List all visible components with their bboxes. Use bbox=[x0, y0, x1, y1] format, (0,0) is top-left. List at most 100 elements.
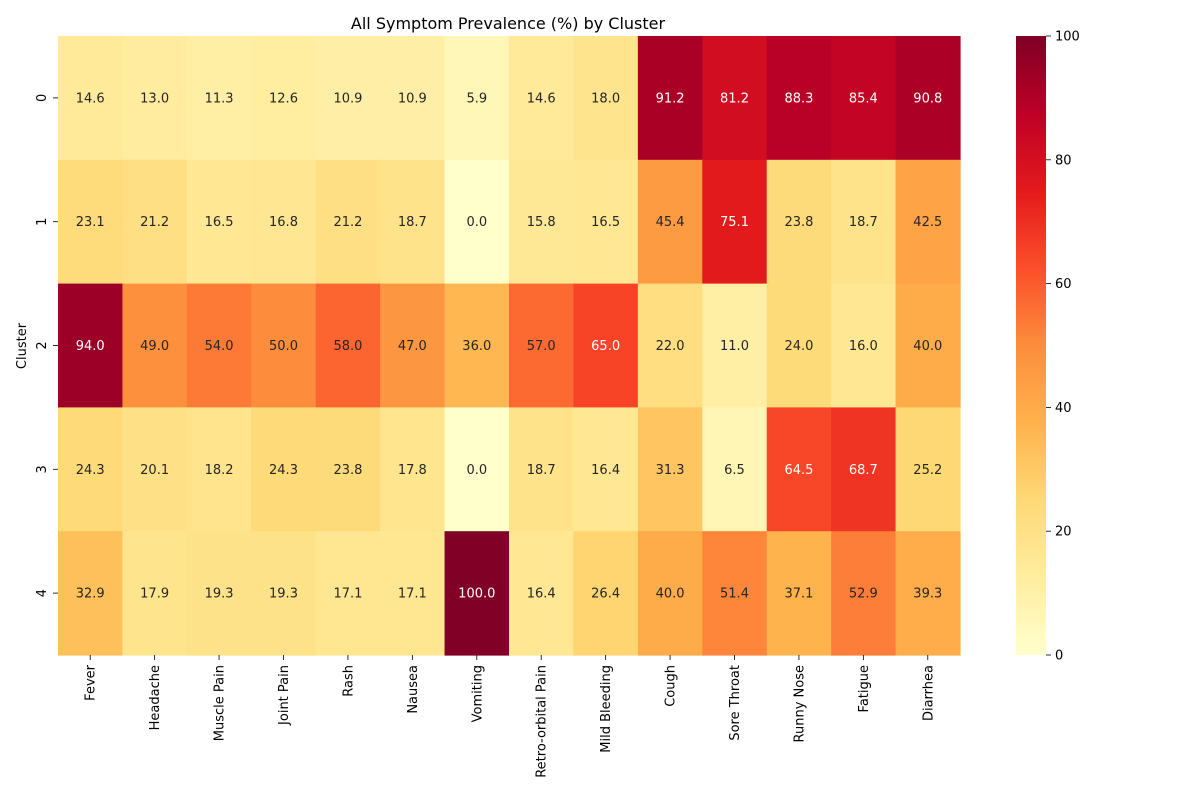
colorbar-tick-label: 60 bbox=[1055, 277, 1072, 292]
cell-value-label: 18.7 bbox=[398, 215, 427, 230]
cell-value-label: 75.1 bbox=[720, 215, 749, 230]
cell-value-label: 65.0 bbox=[591, 339, 620, 354]
cell-value-label: 21.2 bbox=[140, 215, 169, 230]
heatmap-cell bbox=[509, 407, 575, 532]
x-tick-label: Joint Pain bbox=[277, 665, 292, 726]
cell-value-label: 20.1 bbox=[140, 463, 169, 478]
heatmap-cells bbox=[58, 36, 961, 656]
cell-value-label: 40.0 bbox=[656, 587, 685, 602]
cell-value-label: 39.3 bbox=[913, 587, 942, 602]
heatmap-cell bbox=[831, 283, 897, 408]
heatmap-cell bbox=[122, 159, 188, 285]
cell-value-label: 51.4 bbox=[720, 587, 749, 602]
heatmap-cell bbox=[186, 407, 252, 532]
cell-value-label: 58.0 bbox=[333, 339, 362, 354]
cell-value-label: 47.0 bbox=[398, 339, 427, 354]
heatmap-cell bbox=[315, 407, 381, 532]
heatmap-cell bbox=[831, 36, 897, 161]
cell-value-label: 23.8 bbox=[333, 463, 362, 478]
heatmap-cell bbox=[122, 36, 188, 161]
x-tick-label: Headache bbox=[148, 665, 163, 730]
heatmap-cell bbox=[58, 159, 124, 285]
colorbar: 0 20 40 60 80 100 bbox=[1016, 30, 1080, 664]
cell-value-label: 45.4 bbox=[656, 215, 685, 230]
y-tick-label: 1 bbox=[35, 218, 50, 226]
heatmap-cell bbox=[509, 531, 575, 656]
heatmap-cell bbox=[702, 283, 768, 408]
heatmap-cell bbox=[573, 283, 639, 408]
x-tick-label: Mild Bleeding bbox=[599, 665, 614, 753]
x-tick-label: Rash bbox=[341, 665, 356, 697]
colorbar-tick-label: 0 bbox=[1055, 649, 1063, 664]
cell-value-label: 23.1 bbox=[76, 215, 105, 230]
heatmap-cell bbox=[315, 283, 381, 408]
cell-value-label: 11.0 bbox=[720, 339, 749, 354]
heatmap-cell bbox=[444, 531, 510, 656]
heatmap-cell bbox=[509, 283, 575, 408]
cell-value-label: 16.4 bbox=[591, 463, 620, 478]
cell-value-label: 68.7 bbox=[849, 463, 878, 478]
cell-value-label: 10.9 bbox=[333, 91, 362, 106]
heatmap-cell bbox=[766, 283, 832, 408]
heatmap-cell bbox=[186, 531, 252, 656]
heatmap-cell bbox=[573, 36, 639, 161]
cell-value-label: 32.9 bbox=[76, 587, 105, 602]
heatmap-cell bbox=[58, 36, 124, 161]
cell-value-label: 36.0 bbox=[462, 339, 491, 354]
heatmap-cell bbox=[895, 159, 961, 285]
heatmap-cell bbox=[186, 283, 252, 408]
cell-value-label: 85.4 bbox=[849, 91, 878, 106]
cell-value-label: 12.6 bbox=[269, 91, 298, 106]
cell-value-label: 40.0 bbox=[913, 339, 942, 354]
heatmap-cell bbox=[509, 36, 575, 161]
heatmap-cell bbox=[186, 36, 252, 161]
cell-value-label: 11.3 bbox=[205, 91, 234, 106]
cell-value-label: 91.2 bbox=[656, 91, 685, 106]
cell-value-label: 22.0 bbox=[656, 339, 685, 354]
heatmap-cell bbox=[766, 531, 832, 656]
heatmap-cell bbox=[831, 407, 897, 532]
colorbar-tick-label: 40 bbox=[1055, 401, 1072, 416]
cell-value-label: 81.2 bbox=[720, 91, 749, 106]
cell-annotations: 14.6 13.0 11.3 12.6 10.9 10.9 5.9 14.6 18.0 91.2 8… bbox=[76, 91, 943, 601]
cell-value-label: 25.2 bbox=[913, 463, 942, 478]
cell-value-label: 17.9 bbox=[140, 587, 169, 602]
heatmap-cell bbox=[702, 407, 768, 532]
heatmap-cell bbox=[444, 36, 510, 161]
heatmap-cell bbox=[380, 159, 446, 285]
heatmap-cell bbox=[380, 407, 446, 532]
cell-value-label: 6.5 bbox=[724, 463, 745, 478]
cell-value-label: 16.0 bbox=[849, 339, 878, 354]
cell-value-label: 90.8 bbox=[913, 91, 942, 106]
cell-value-label: 0.0 bbox=[466, 215, 487, 230]
cell-value-label: 100.0 bbox=[458, 587, 495, 602]
cell-value-label: 17.1 bbox=[333, 587, 362, 602]
y-axis-ticks: 0 1 2 3 4 bbox=[35, 94, 58, 597]
cell-value-label: 13.0 bbox=[140, 91, 169, 106]
cell-value-label: 18.7 bbox=[527, 463, 556, 478]
x-tick-label: Muscle Pain bbox=[213, 665, 228, 741]
cell-value-label: 18.7 bbox=[849, 215, 878, 230]
heatmap-cell bbox=[58, 283, 124, 408]
heatmap-cell bbox=[251, 283, 317, 408]
x-tick-label: Sore Throat bbox=[728, 665, 743, 741]
heatmap-cell bbox=[122, 407, 188, 532]
x-axis-ticks: Fever Headache Muscle Pain Joint Pain Rash Na… bbox=[84, 655, 936, 778]
heatmap-cell bbox=[702, 36, 768, 161]
heatmap-cell bbox=[444, 407, 510, 532]
cell-value-label: 50.0 bbox=[269, 339, 298, 354]
heatmap-cell bbox=[895, 36, 961, 161]
heatmap-cell bbox=[831, 159, 897, 285]
cell-value-label: 14.6 bbox=[527, 91, 556, 106]
cell-value-label: 17.1 bbox=[398, 587, 427, 602]
heatmap-cell bbox=[637, 36, 703, 161]
x-tick-label: Cough bbox=[664, 665, 679, 707]
cell-value-label: 10.9 bbox=[398, 91, 427, 106]
heatmap-cell bbox=[251, 36, 317, 161]
cell-value-label: 18.0 bbox=[591, 91, 620, 106]
colorbar-tick-label: 20 bbox=[1055, 525, 1072, 540]
cell-value-label: 49.0 bbox=[140, 339, 169, 354]
heatmap-cell bbox=[444, 283, 510, 408]
heatmap-cell bbox=[380, 36, 446, 161]
